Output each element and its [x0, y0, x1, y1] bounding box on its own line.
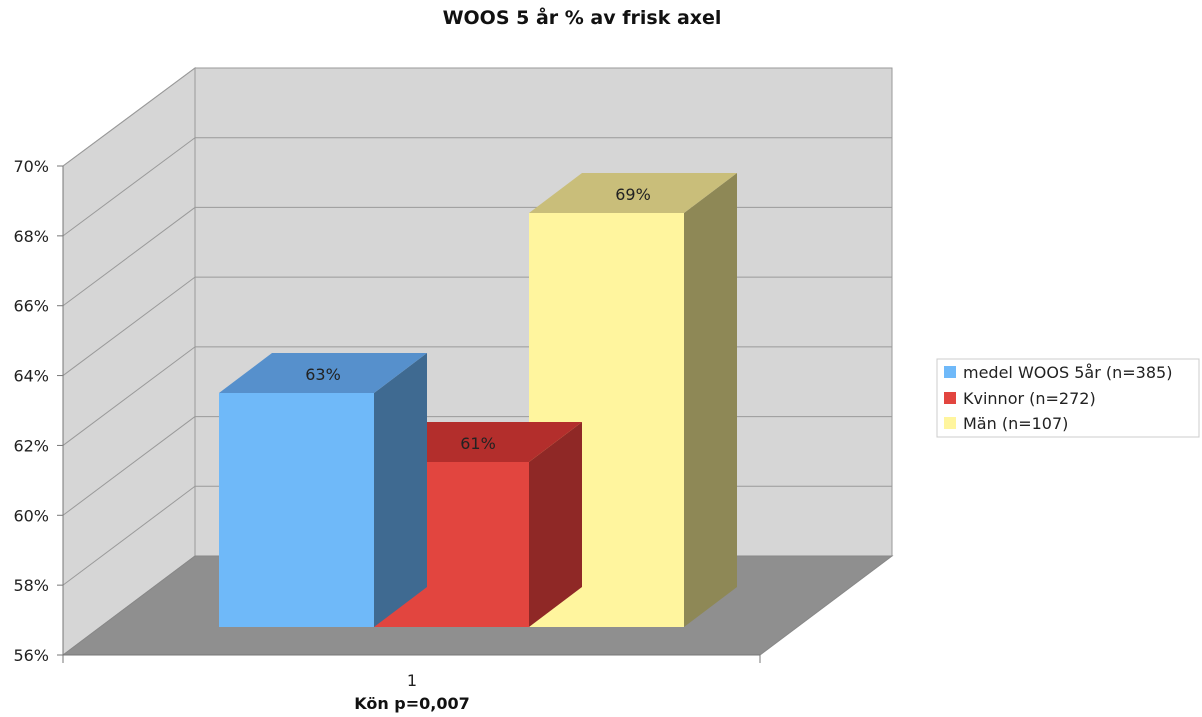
y-axis-ticks: 56% 58% 60% 62% 64% 66% 68% 70%: [13, 157, 63, 665]
gridline-side: [62, 276, 196, 376]
y-tick-label: 64%: [13, 367, 49, 386]
y-tick-label: 68%: [13, 227, 49, 246]
y-tick-label: 60%: [13, 506, 49, 525]
gridline-side: [62, 485, 196, 586]
legend-swatch-medel: [944, 366, 956, 378]
bar-side-man: [684, 173, 737, 627]
legend: medel WOOS 5år (n=385) Kvinnor (n=272) M…: [936, 358, 1200, 438]
chart-title: WOOS 5 år % av frisk axel: [443, 5, 722, 29]
legend-swatch-man: [944, 417, 956, 429]
bar-side-medel: [374, 353, 427, 627]
y-tick-label: 62%: [13, 436, 49, 455]
data-label-medel: 63%: [305, 365, 341, 384]
y-tick-label: 56%: [13, 646, 49, 665]
data-label-kvinnor: 61%: [460, 434, 496, 453]
gridline-side: [62, 67, 196, 167]
gridline-side: [62, 346, 196, 446]
y-tick-label: 58%: [13, 576, 49, 595]
x-tick-label: 1: [407, 671, 417, 690]
gridline-side: [62, 416, 196, 516]
legend-label-kvinnor: Kvinnor (n=272): [963, 389, 1096, 408]
legend-label-medel: medel WOOS 5år (n=385): [963, 363, 1172, 382]
gridline-side: [62, 137, 196, 237]
bar-medel: [219, 393, 374, 627]
bar-top-man: [529, 173, 737, 213]
bars: 69% 61% 63%: [219, 173, 737, 627]
bar-side-kvinnor: [529, 422, 582, 627]
x-axis-label: Kön p=0,007: [354, 694, 470, 713]
gridline-side: [62, 207, 196, 307]
y-tick-label: 70%: [13, 157, 49, 176]
legend-label-man: Män (n=107): [963, 414, 1068, 433]
bar-top-medel: [219, 353, 427, 393]
y-tick-label: 66%: [13, 297, 49, 316]
data-label-man: 69%: [615, 185, 651, 204]
legend-box: [936, 358, 1200, 438]
legend-swatch-kvinnor: [944, 392, 956, 404]
